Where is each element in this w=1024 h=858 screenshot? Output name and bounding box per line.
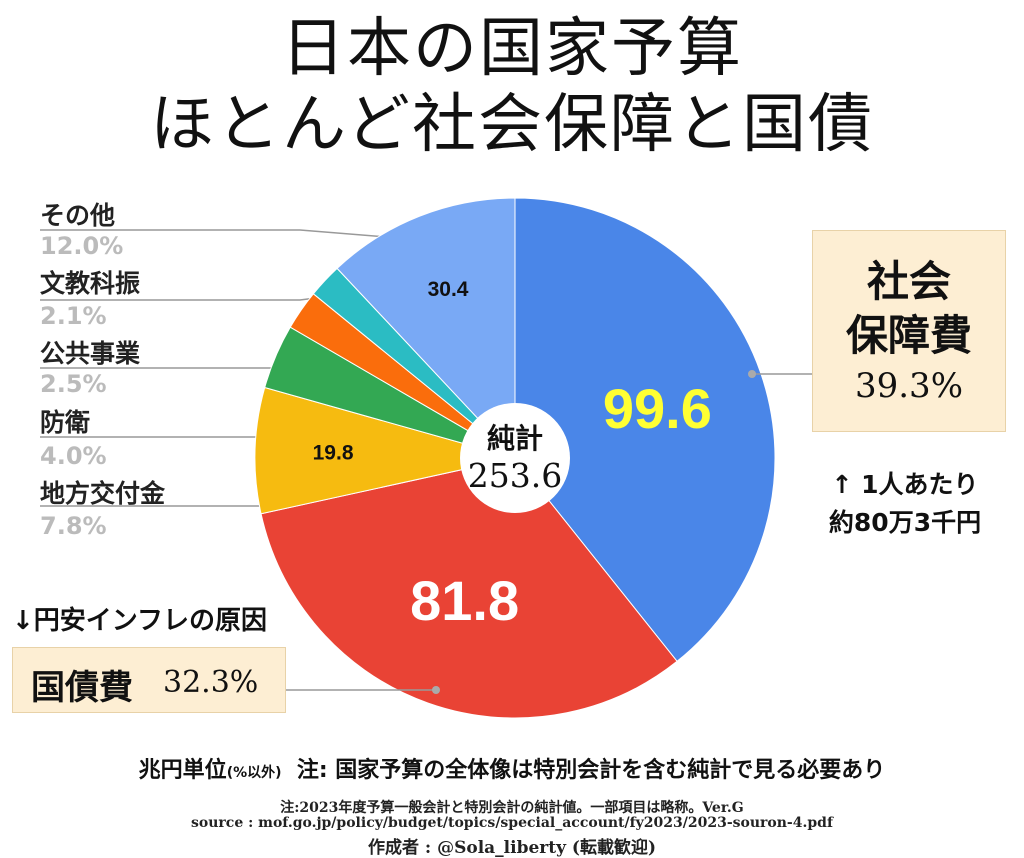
- slice-value-labels: 99.6 81.8 19.8 30.4: [284, 278, 812, 694]
- per-capita-line1: ↑ 1人あたり: [831, 470, 979, 499]
- chart-title-line1: 日本の国家予算: [281, 12, 743, 86]
- pie-slices: [254, 197, 776, 719]
- unit-label: 兆円単位: [138, 758, 227, 783]
- center-total: 253.6: [468, 456, 562, 495]
- label-education: 文教科振: [40, 269, 141, 298]
- social-security-pct: 39.3%: [854, 366, 963, 406]
- yen-inflation-note: ↓円安インフレの原因: [12, 606, 268, 636]
- per-capita-note: ↑ 1人あたり 約80万3千円: [800, 466, 1010, 542]
- leader-dot: [432, 686, 440, 694]
- slice-value-label: 99.6: [603, 377, 712, 440]
- pct-education: 2.1%: [40, 302, 107, 330]
- pct-other: 12.0%: [40, 232, 124, 260]
- label-local-grants: 地方交付金: [40, 479, 166, 508]
- social-security-callout: 社会 保障費 39.3%: [812, 230, 1006, 432]
- per-capita-line2: 約80万3千円: [828, 508, 982, 537]
- label-defense: 防衛: [40, 408, 91, 437]
- footer-note: 注:2023年度予算一般会計と特別会計の純計値。一部項目は略称。Ver.G: [280, 800, 744, 816]
- pct-public-works: 2.5%: [40, 370, 107, 398]
- label-other: その他: [40, 201, 116, 230]
- social-security-name: 社会 保障費: [845, 257, 972, 360]
- pct-local-grants: 7.8%: [40, 512, 107, 540]
- slice-value-label: 81.8: [410, 569, 519, 632]
- footer-source: source : mof.go.jp/policy/budget/topics/…: [191, 815, 833, 831]
- center-label: 純計: [487, 422, 543, 454]
- center-hole: [460, 403, 570, 513]
- slice-value-label: 19.8: [313, 442, 354, 465]
- footer-author: 作成者 : @Sola_liberty (転載歓迎): [367, 838, 656, 858]
- pie-slice: [336, 197, 516, 460]
- chart-title-line2: ほとんど社会保障と国債: [149, 88, 875, 162]
- pie-slice: [260, 457, 678, 719]
- debt-service-pct: 32.3%: [163, 665, 259, 700]
- net-total-note: 注: 国家予算の全体像は特別会計を含む純計で見る必要あり: [296, 758, 886, 783]
- slice-value-label: 30.4: [428, 278, 469, 301]
- label-public-works: 公共事業: [40, 339, 141, 368]
- pie-slice: [254, 386, 516, 515]
- leader-dot: [748, 370, 756, 378]
- debt-service-name: 国債費: [31, 668, 133, 708]
- debt-service-callout: 国債費 32.3%: [12, 647, 286, 713]
- pct-defense: 4.0%: [40, 442, 107, 470]
- pie-slice: [514, 197, 776, 663]
- unit-note: 兆円単位(%以外) 注: 国家予算の全体像は特別会計を含む純計で見る必要あり: [0, 752, 1024, 784]
- unit-paren: (%以外): [226, 765, 282, 781]
